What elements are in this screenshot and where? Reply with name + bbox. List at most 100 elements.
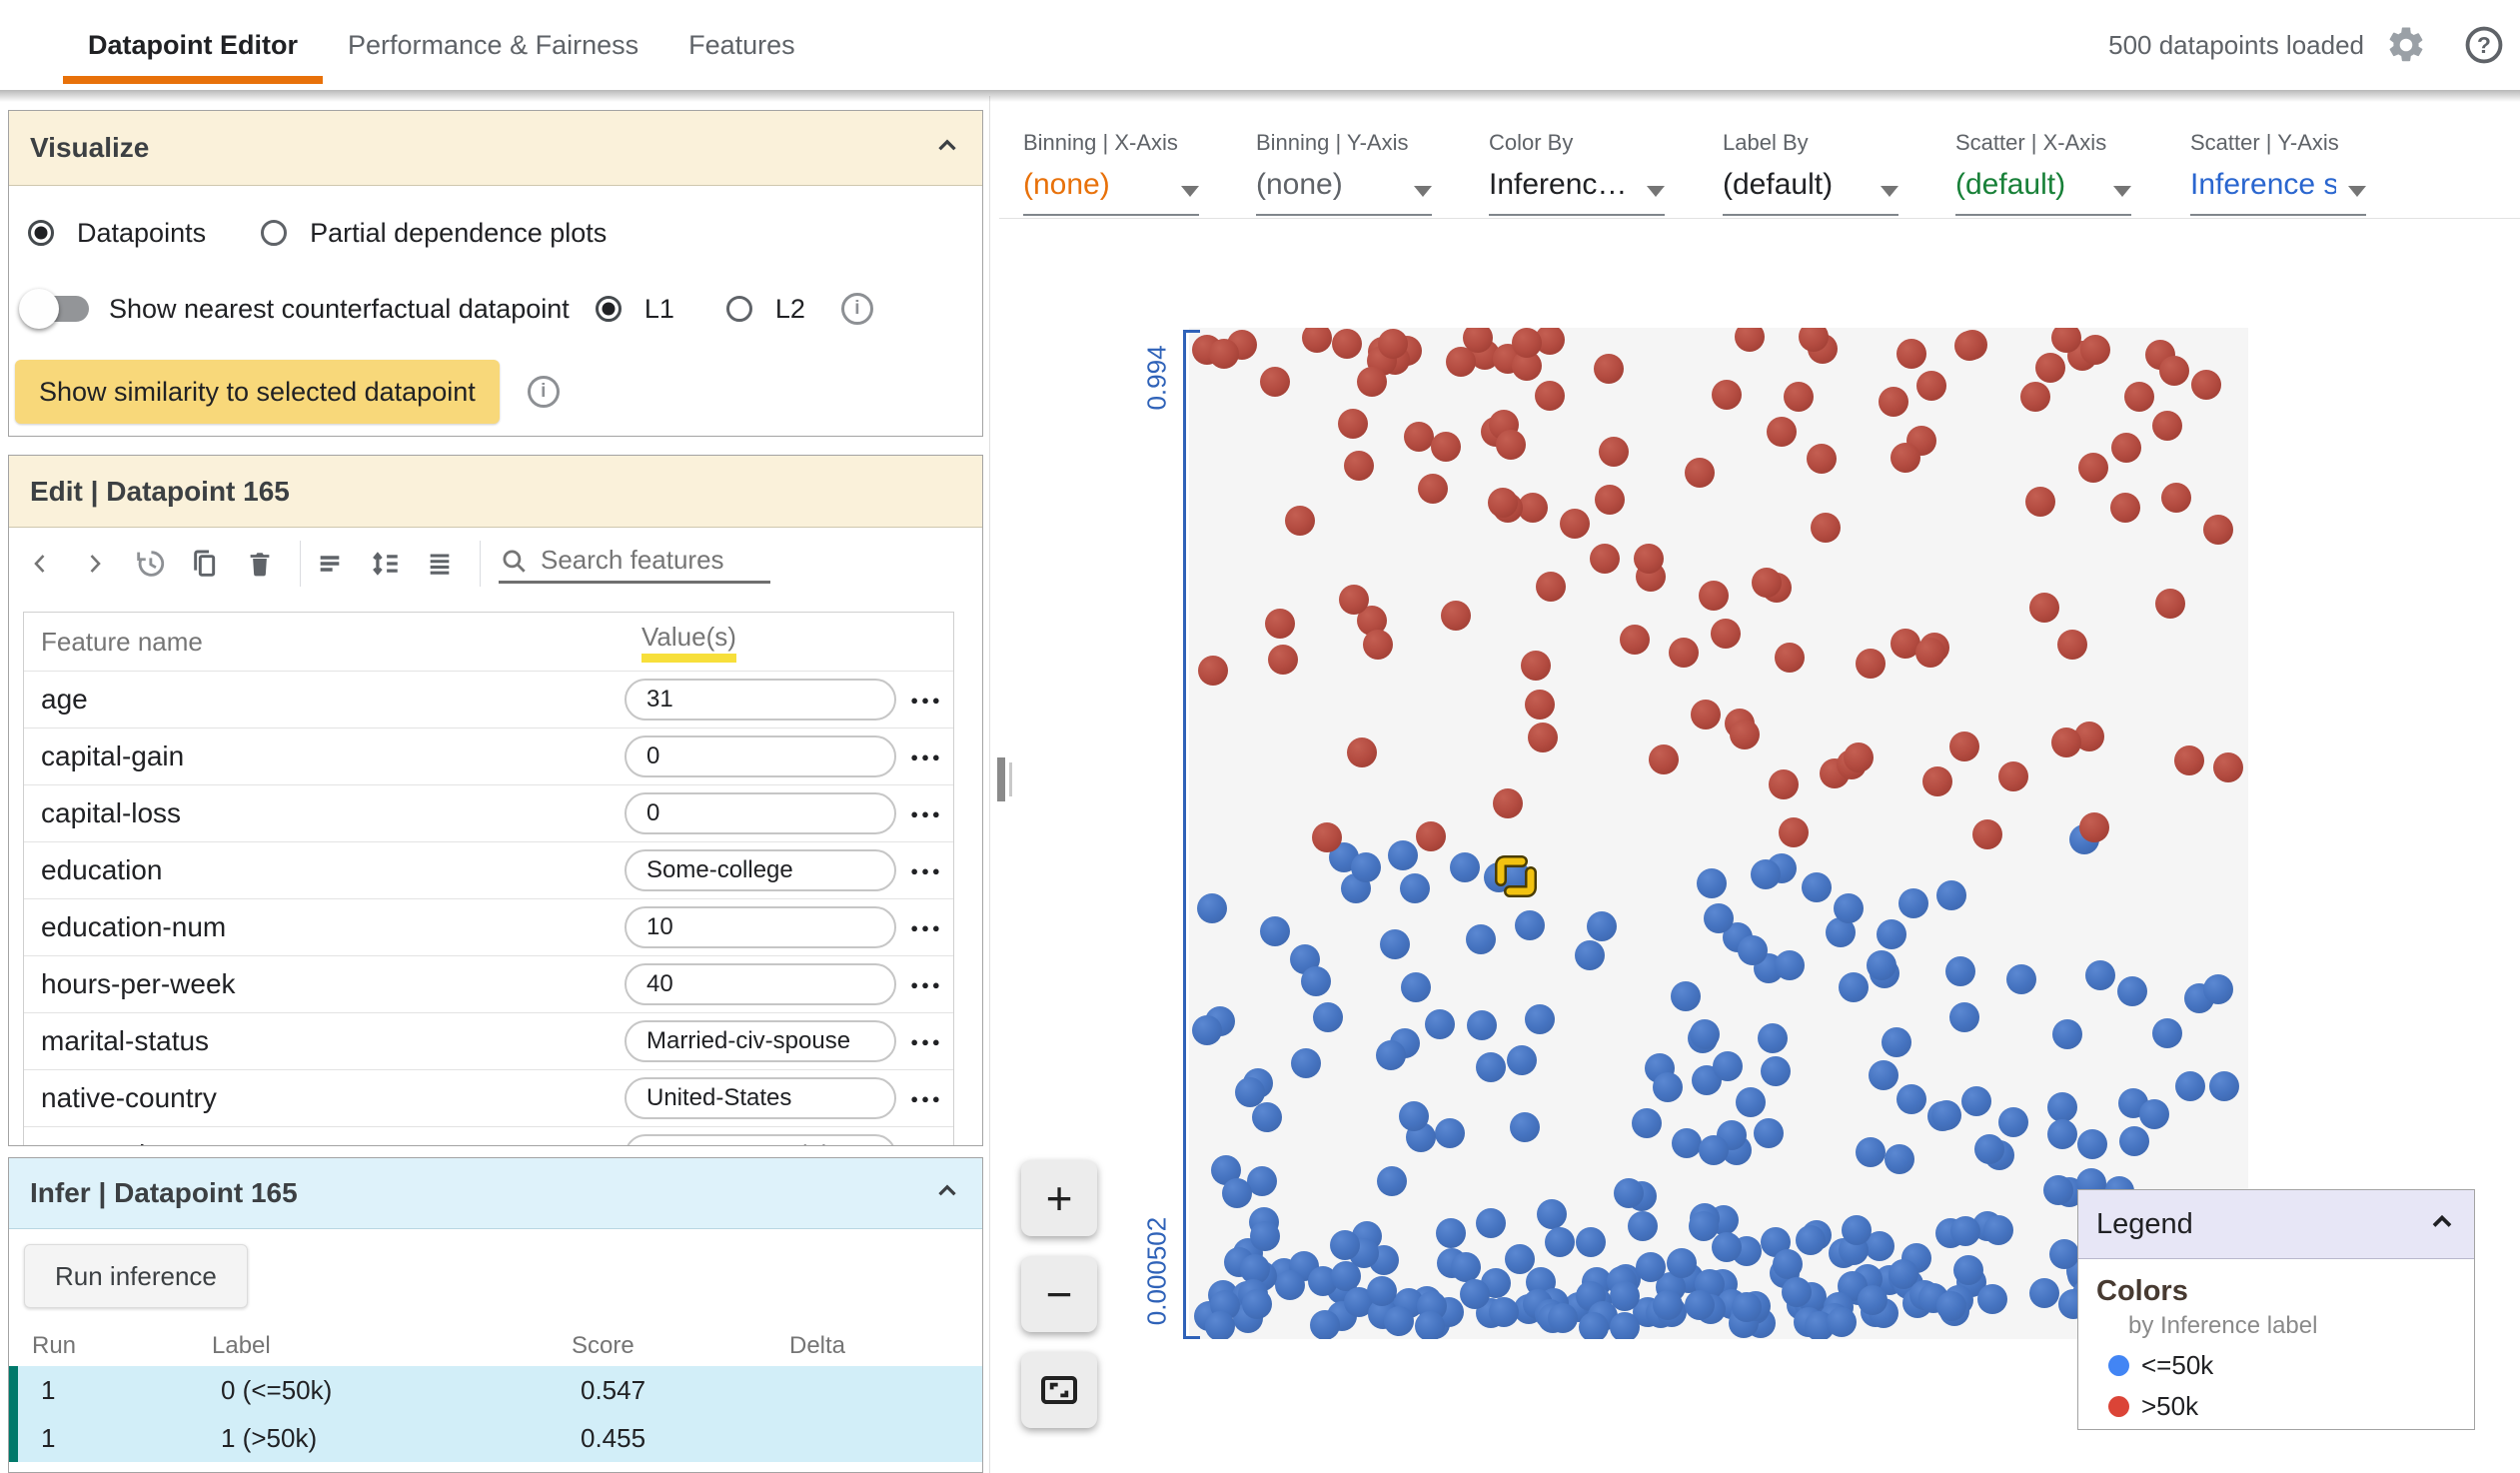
datapoint-red[interactable] [1197,655,1228,686]
datapoint-blue[interactable] [1367,1276,1398,1307]
datapoint-red[interactable] [1599,436,1630,467]
feature-value-input[interactable]: 10 [625,906,896,948]
datapoint-red[interactable] [1302,328,1333,353]
datapoint-blue[interactable] [2085,960,2116,991]
datapoint-blue[interactable] [1399,1100,1430,1131]
datapoint-red[interactable] [1445,347,1476,378]
datapoint-blue[interactable] [1275,1270,1306,1301]
line-spacing-icon[interactable] [368,547,402,581]
search-input[interactable] [539,544,770,577]
datapoint-red[interactable] [1312,822,1343,853]
datapoint-red[interactable] [1799,328,1830,352]
feature-options-button[interactable]: ●●● [910,862,943,878]
datapoint-blue[interactable] [1688,1210,1719,1241]
datapoint-blue[interactable] [1488,1296,1519,1327]
datapoint-blue[interactable] [1242,1289,1273,1320]
datapoint-blue[interactable] [1711,1231,1742,1262]
datapoint-blue[interactable] [1627,1210,1658,1241]
datapoint-blue[interactable] [2116,976,2147,1007]
datapoint-red[interactable] [1463,328,1494,353]
datapoint-blue[interactable] [1795,1225,1826,1256]
dropdown-binning-y[interactable]: Binning | Y-Axis (none) [1256,130,1432,216]
datapoint-red[interactable] [1751,568,1782,599]
datapoint-blue[interactable] [1930,1100,1961,1131]
datapoint-red[interactable] [2079,812,2109,842]
datapoint-blue[interactable] [1881,1026,1911,1057]
datapoint-red[interactable] [1593,353,1624,384]
chevron-up-icon[interactable] [932,131,962,166]
datapoint-blue[interactable] [1653,1290,1684,1321]
datapoint-red[interactable] [1418,473,1449,504]
datapoint-red[interactable] [1811,513,1842,544]
datapoint-blue[interactable] [1466,924,1497,955]
datapoint-red[interactable] [1344,450,1375,481]
datapoint-blue[interactable] [1945,956,1976,987]
datapoint-blue[interactable] [1703,902,1734,933]
datapoint-blue[interactable] [1435,1218,1466,1249]
datapoint-red[interactable] [2110,492,2141,523]
show-similarity-button[interactable]: Show similarity to selected datapoint [15,360,500,424]
counterfactual-info-icon[interactable]: i [840,293,873,325]
datapoint-blue[interactable] [2046,1118,2077,1149]
run-inference-button[interactable]: Run inference [24,1244,248,1308]
datapoint-red[interactable] [2020,381,2051,412]
datapoint-blue[interactable] [1235,1077,1266,1108]
datapoint-blue[interactable] [1501,861,1531,891]
datapoint-red[interactable] [1699,580,1730,611]
datapoint-red[interactable] [1357,367,1388,398]
fit-to-screen-button[interactable] [1021,1352,1097,1428]
datapoint-blue[interactable] [1712,1051,1743,1082]
datapoint-blue[interactable] [2209,1070,2240,1101]
datapoint-red[interactable] [2035,353,2066,384]
datapoint-red[interactable] [2212,751,2243,782]
datapoint-blue[interactable] [2175,1070,2206,1101]
datapoint-red[interactable] [1284,506,1315,537]
datapoint-blue[interactable] [1690,1019,1721,1050]
datapoint-blue[interactable] [1953,1255,1984,1286]
datapoint-red[interactable] [1712,380,1743,411]
duplicate-datapoint-icon[interactable] [188,547,222,581]
datapoint-red[interactable] [1730,720,1761,750]
datapoint-blue[interactable] [1309,1310,1340,1339]
datapoint-blue[interactable] [1950,1215,1981,1246]
datapoint-blue[interactable] [1685,1289,1716,1320]
datapoint-blue[interactable] [1774,950,1805,981]
zoom-out-button[interactable]: − [1021,1256,1097,1332]
datapoint-blue[interactable] [1252,1101,1283,1132]
l1-radio[interactable] [595,296,622,322]
datapoint-red[interactable] [1331,329,1362,360]
datapoint-red[interactable] [1895,339,1926,370]
feature-value-input[interactable]: United-States [625,1077,896,1119]
datapoint-red[interactable] [1710,619,1741,650]
datapoint-blue[interactable] [1866,950,1896,981]
datapoint-blue[interactable] [2029,1278,2060,1309]
datapoint-blue[interactable] [1196,892,1227,923]
datapoint-blue[interactable] [2048,1239,2079,1270]
datapoint-blue[interactable] [1587,911,1618,942]
datapoint-red[interactable] [1488,488,1519,519]
datapoint-blue[interactable] [1547,1302,1578,1333]
datapoint-blue[interactable] [1575,1226,1606,1257]
dropdown-scatter-y[interactable]: Scatter | Y-Axis Inference s [2190,130,2366,216]
gear-icon[interactable] [2385,24,2427,66]
datapoint-blue[interactable] [1842,1215,1873,1246]
datapoint-blue[interactable] [1838,971,1869,1002]
datapoint-red[interactable] [1259,366,1290,397]
datapoint-red[interactable] [1521,650,1552,681]
datapoint-blue[interactable] [1399,872,1430,903]
datapoint-blue[interactable] [1377,1166,1408,1197]
datapoint-red[interactable] [1377,329,1408,360]
datapoint-red[interactable] [2173,744,2204,775]
datapoint-red[interactable] [2080,335,2111,366]
datapoint-blue[interactable] [1802,871,1833,902]
datapoint-blue[interactable] [1948,1002,1979,1033]
datapoint-blue[interactable] [1609,1311,1640,1339]
datapoint-red[interactable] [1890,443,1920,474]
feature-options-button[interactable]: ●●● [910,805,943,821]
datapoints-radio[interactable] [28,220,54,246]
datapoint-blue[interactable] [1536,1199,1567,1230]
delete-datapoint-icon[interactable] [243,547,277,581]
tab-performance-fairness[interactable]: Performance & Fairness [348,29,639,60]
datapoint-red[interactable] [1268,644,1299,675]
datapoint-blue[interactable] [1222,1177,1253,1208]
